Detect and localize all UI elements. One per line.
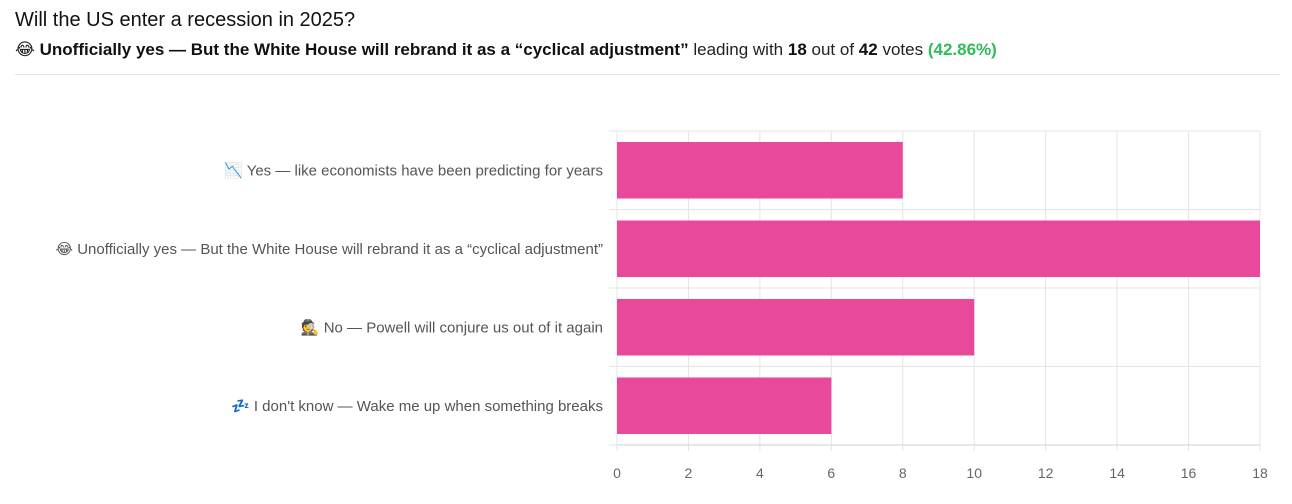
x-tick-label: 16: [1181, 465, 1197, 481]
leader-votes: 18: [787, 40, 807, 59]
leader-label: Unofficially yes — But the White House w…: [39, 40, 689, 59]
poll-question: Will the US enter a recession in 2025?: [15, 9, 356, 31]
x-tick-label: 18: [1252, 465, 1268, 481]
bar: [617, 141, 903, 199]
bar: [617, 298, 975, 356]
leader-emoji: 😂: [15, 40, 35, 59]
category-label: 😂 Unofficially yes — But the White House…: [56, 241, 603, 258]
bar: [617, 377, 832, 435]
x-tick-label: 0: [613, 465, 621, 481]
leader-percent: (42.86%): [927, 40, 997, 59]
x-tick-label: 14: [1109, 465, 1125, 481]
x-tick-label: 2: [685, 465, 693, 481]
x-tick-label: 10: [966, 465, 982, 481]
category-label: 💤 I don't know — Wake me up when somethi…: [231, 398, 603, 415]
x-tick-label: 8: [899, 465, 907, 481]
category-label: 🕵️ No — Powell will conjure us out of it…: [301, 318, 603, 336]
votes-text: votes: [882, 40, 924, 59]
header-divider: [15, 74, 1280, 75]
category-label: 📉 Yes — like economists have been predic…: [224, 161, 603, 179]
out-of-text: out of: [811, 40, 855, 59]
x-tick-label: 12: [1038, 465, 1054, 481]
x-tick-label: 4: [756, 465, 764, 481]
total-votes: 42: [858, 40, 878, 59]
leading-with-text: leading with: [693, 40, 784, 59]
bar: [617, 220, 1260, 278]
x-tick-label: 6: [827, 465, 835, 481]
poll-summary: 😂 Unofficially yes — But the White House…: [15, 40, 997, 60]
